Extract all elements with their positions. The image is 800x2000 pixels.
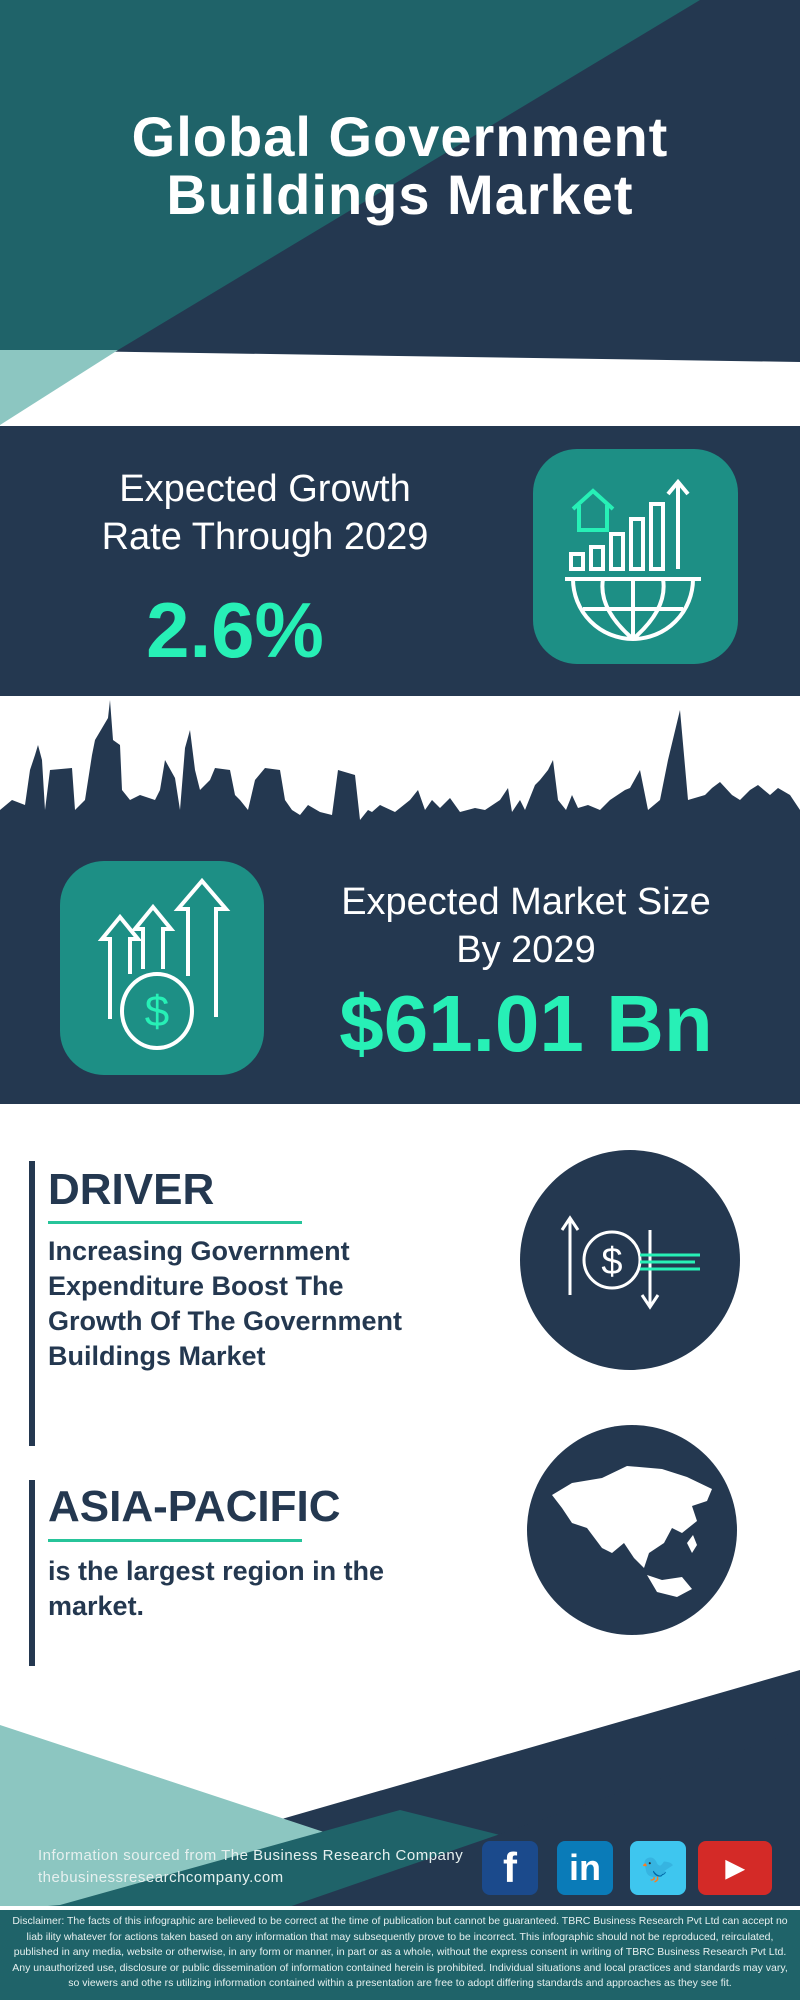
region-heading: ASIA-PACIFIC xyxy=(48,1482,341,1531)
driver-underline xyxy=(48,1221,302,1224)
region-text: is the largest region in the market. xyxy=(48,1554,468,1624)
driver-line: Growth Of The Government xyxy=(48,1306,403,1336)
page-title: Global Government Buildings Market xyxy=(0,108,800,224)
market-size-value: $61.01 Bn xyxy=(339,979,713,1068)
facebook-glyph: f xyxy=(503,1844,517,1891)
header-background xyxy=(0,0,800,440)
title-line-1: Global Government xyxy=(131,105,669,168)
youtube-glyph: ▶ xyxy=(725,1854,745,1882)
disclaimer-text: Disclaimer: The facts of this infographi… xyxy=(12,1915,788,1989)
youtube-icon[interactable]: ▶ xyxy=(698,1841,772,1895)
driver-line: Buildings Market xyxy=(48,1341,266,1371)
facebook-icon[interactable]: f xyxy=(482,1841,538,1895)
money-growth-arrows-icon: $ xyxy=(60,861,264,1075)
driver-heading: DRIVER xyxy=(48,1165,215,1214)
market-size-label-line-1: Expected Market Size xyxy=(341,881,711,923)
footer-website-link[interactable]: thebusinessresearchcompany.com xyxy=(38,1869,284,1886)
region-line: market. xyxy=(48,1591,145,1621)
globe-growth-chart-icon xyxy=(533,449,738,664)
asia-map-icon xyxy=(527,1425,737,1635)
twitter-icon[interactable]: 🐦 xyxy=(630,1841,686,1895)
growth-label-line-1: Expected Growth xyxy=(119,468,411,510)
dollar-exchange-icon: $ xyxy=(520,1150,740,1370)
market-size-label-line-2: By 2029 xyxy=(456,929,596,971)
twitter-glyph: 🐦 xyxy=(640,1852,676,1884)
driver-line: Expenditure Boost The xyxy=(48,1271,344,1301)
growth-label: Expected Growth Rate Through 2029 xyxy=(40,465,490,561)
growth-value: 2.6% xyxy=(146,586,324,674)
region-underline xyxy=(48,1539,302,1542)
city-skyline xyxy=(0,700,800,850)
growth-label-line-2: Rate Through 2029 xyxy=(101,516,429,558)
driver-text: Increasing Government Expenditure Boost … xyxy=(48,1234,468,1374)
svg-text:$: $ xyxy=(601,1241,622,1283)
region-accent-bar xyxy=(29,1480,35,1666)
region-line: is the largest region in the xyxy=(48,1556,385,1586)
market-size-label: Expected Market Size By 2029 xyxy=(300,878,752,974)
title-line-2: Buildings Market xyxy=(166,163,634,226)
linkedin-icon[interactable]: in xyxy=(557,1841,613,1895)
driver-accent-bar xyxy=(29,1161,35,1446)
svg-text:$: $ xyxy=(145,987,169,1036)
footer-source: Information sourced from The Business Re… xyxy=(38,1847,464,1864)
linkedin-glyph: in xyxy=(569,1847,601,1888)
driver-line: Increasing Government xyxy=(48,1236,350,1266)
